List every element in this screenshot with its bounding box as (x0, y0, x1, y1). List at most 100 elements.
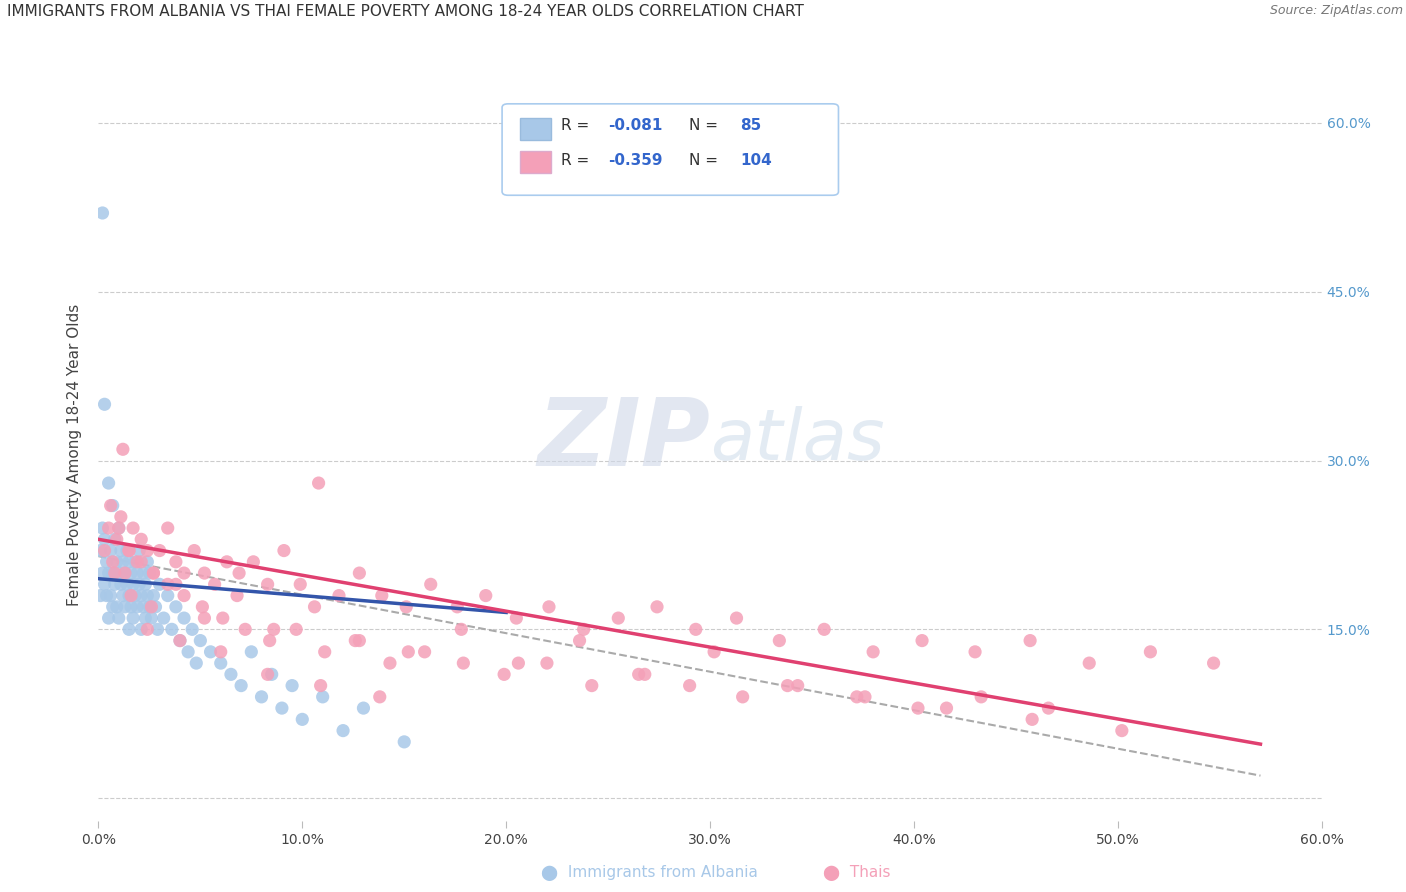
Point (173, 566, 195, 580)
Point (145, 599, 167, 614)
Text: -0.081: -0.081 (609, 118, 662, 133)
Point (108, 521, 131, 535)
Point (1021, 712, 1043, 726)
Point (118, 555, 141, 569)
Point (188, 633, 212, 648)
Point (104, 533, 127, 547)
Text: ⬤  Immigrants from Albania: ⬤ Immigrants from Albania (541, 865, 758, 881)
Point (89, 543, 111, 558)
Point (152, 611, 174, 625)
Point (91, 521, 114, 535)
Point (111, 589, 134, 603)
Point (100, 499, 122, 513)
Point (93, 577, 115, 591)
Point (115, 543, 138, 558)
Point (124, 555, 146, 569)
Point (111, 555, 134, 569)
Point (142, 566, 165, 580)
Point (134, 577, 156, 591)
Point (129, 623, 152, 637)
Point (233, 623, 256, 637)
Point (142, 589, 165, 603)
Point (200, 645, 222, 659)
Point (122, 577, 145, 591)
Point (226, 589, 249, 603)
Point (970, 690, 993, 704)
Point (136, 555, 159, 569)
Point (101, 599, 124, 614)
Point (314, 645, 336, 659)
Point (396, 645, 419, 659)
Point (768, 633, 790, 648)
Point (204, 577, 226, 591)
Point (108, 566, 131, 580)
Point (149, 577, 172, 591)
Point (97, 476, 120, 491)
Point (242, 555, 264, 569)
Point (862, 645, 884, 659)
Point (127, 599, 149, 614)
Point (89, 589, 111, 603)
Point (127, 566, 149, 580)
Point (679, 679, 702, 693)
Text: R =: R = (561, 118, 593, 133)
Point (332, 723, 354, 738)
Point (129, 533, 152, 547)
Point (260, 667, 283, 681)
Text: IMMIGRANTS FROM ALBANIA VS THAI FEMALE POVERTY AMONG 18-24 YEAR OLDS CORRELATION: IMMIGRANTS FROM ALBANIA VS THAI FEMALE P… (7, 4, 804, 20)
Point (186, 656, 208, 670)
Point (228, 566, 250, 580)
Text: ZIP: ZIP (537, 394, 710, 486)
Text: Source: ZipAtlas.com: Source: ZipAtlas.com (1270, 4, 1403, 18)
Point (853, 690, 876, 704)
Point (169, 633, 191, 648)
Point (907, 701, 929, 715)
Point (935, 701, 957, 715)
Point (270, 701, 294, 715)
Point (685, 623, 707, 637)
Text: 85: 85 (741, 118, 762, 133)
Point (128, 577, 150, 591)
Point (120, 566, 142, 580)
Point (120, 599, 142, 614)
Text: -0.359: -0.359 (609, 153, 664, 168)
Y-axis label: Female Poverty Among 18-24 Year Olds: Female Poverty Among 18-24 Year Olds (67, 304, 83, 606)
Bar (520, 152, 551, 173)
Point (146, 623, 169, 637)
Text: atlas: atlas (710, 406, 884, 475)
Point (142, 566, 165, 580)
Point (911, 633, 934, 648)
Point (453, 656, 475, 670)
Point (122, 611, 145, 625)
Point (309, 679, 332, 693)
Point (349, 633, 371, 648)
Point (100, 589, 122, 603)
Point (173, 611, 195, 625)
Point (1078, 656, 1101, 670)
Point (505, 611, 527, 625)
Point (725, 611, 748, 625)
Point (250, 690, 273, 704)
Point (263, 623, 285, 637)
Point (1038, 701, 1060, 715)
Point (308, 476, 330, 491)
Point (120, 589, 142, 603)
Point (634, 667, 657, 681)
Point (169, 633, 191, 648)
Point (240, 645, 263, 659)
Point (111, 442, 134, 457)
Point (291, 712, 314, 726)
Point (494, 667, 516, 681)
Point (115, 577, 138, 591)
Point (97, 611, 120, 625)
Point (104, 566, 127, 580)
Point (177, 645, 200, 659)
Point (118, 589, 141, 603)
Point (105, 555, 128, 569)
Point (344, 633, 367, 648)
Point (114, 599, 136, 614)
Point (256, 667, 278, 681)
Point (149, 543, 172, 558)
Point (446, 599, 468, 614)
Point (813, 623, 835, 637)
